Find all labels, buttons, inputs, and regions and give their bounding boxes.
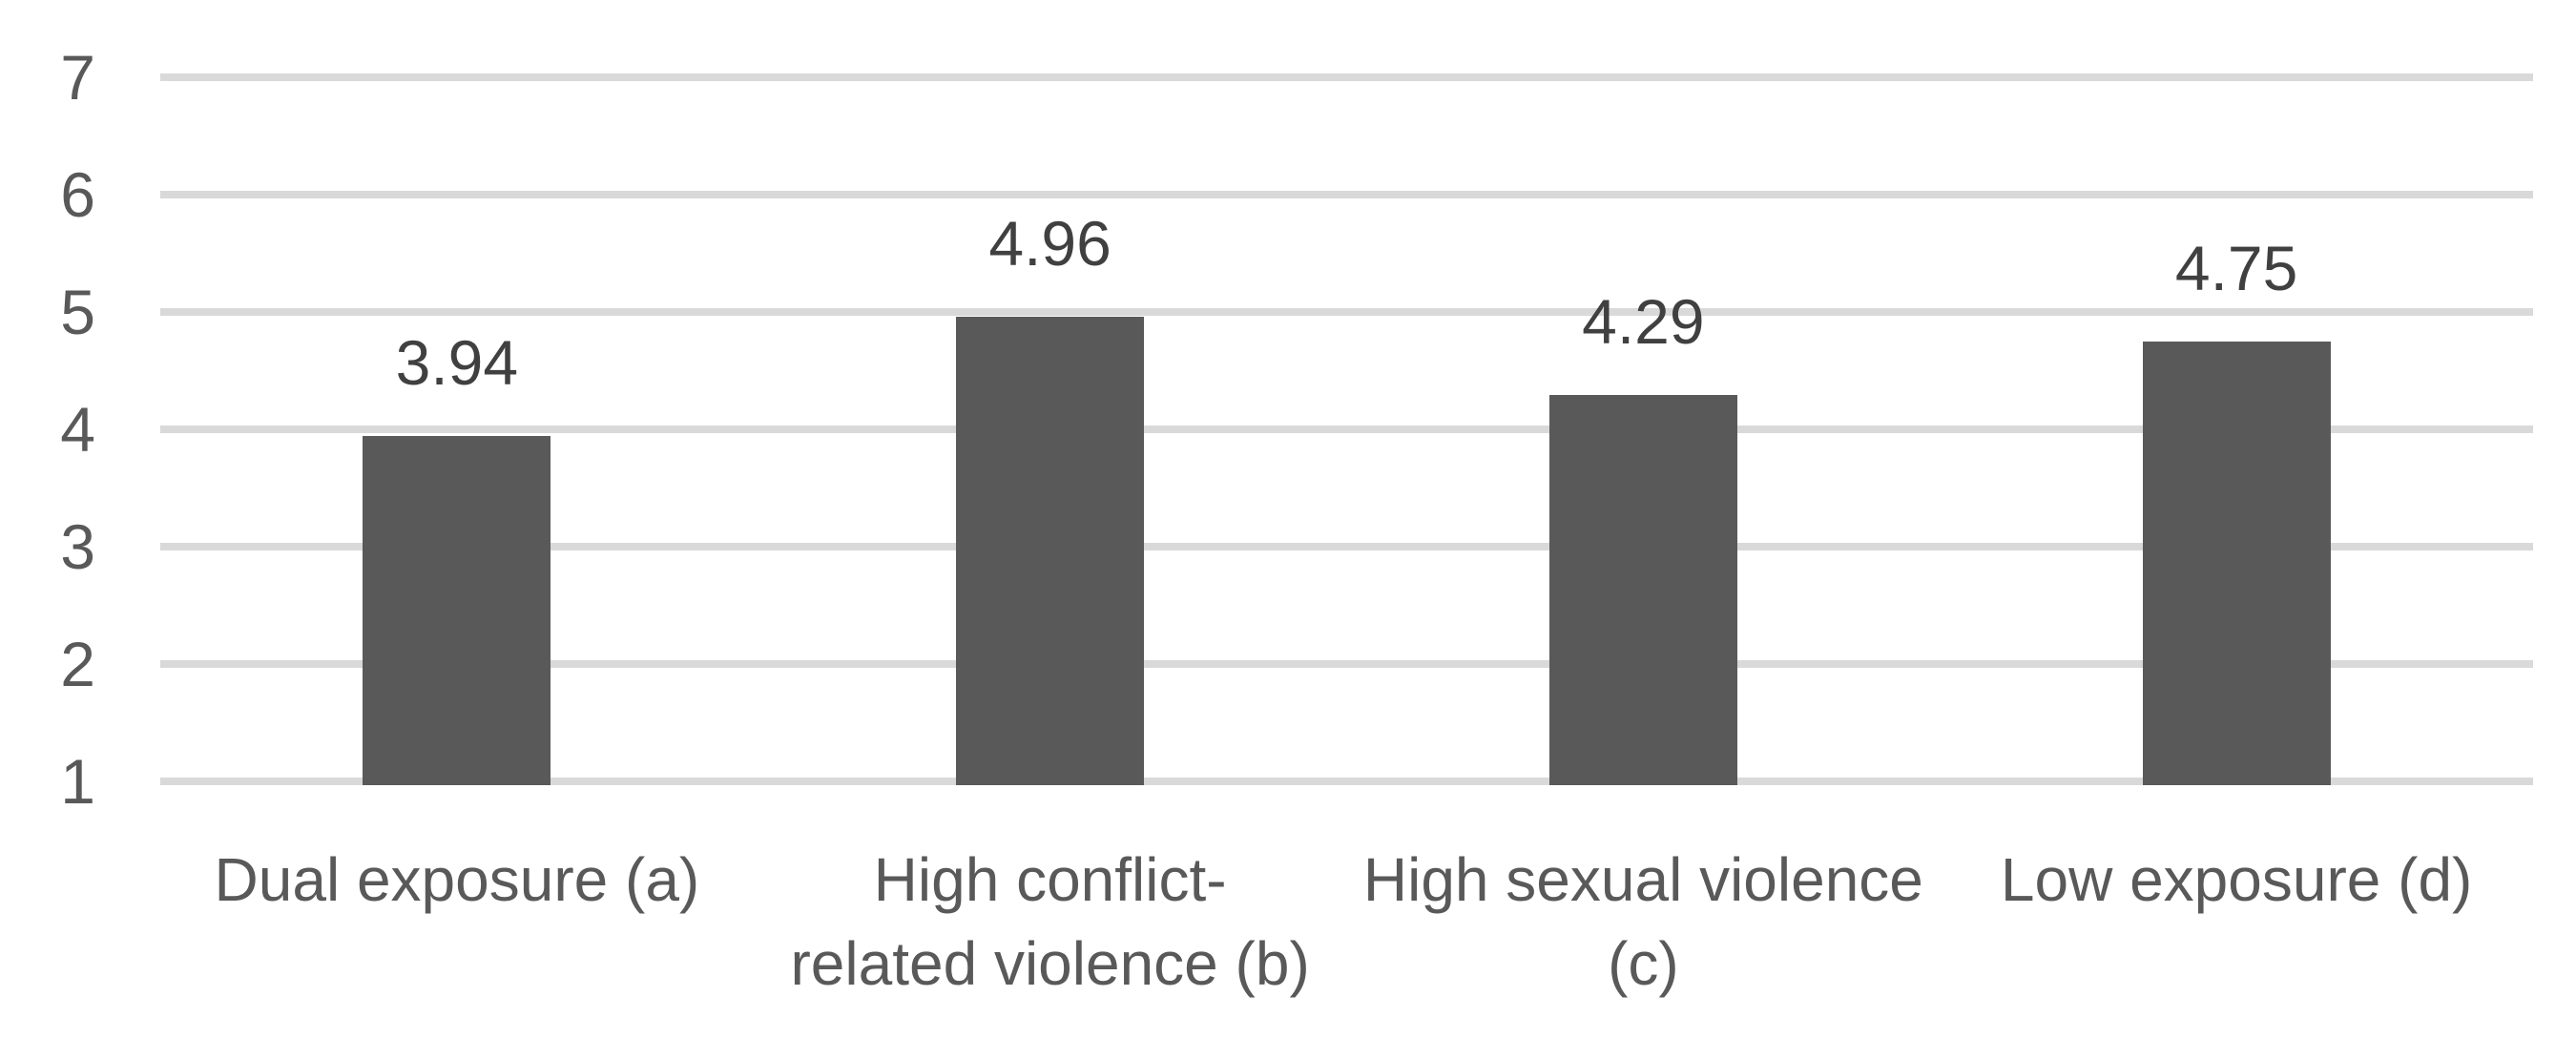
gridline-6 (160, 191, 2533, 198)
gridline-7 (160, 73, 2533, 81)
category-label-line: Low exposure (d) (2000, 845, 2473, 914)
bar-high-sexual-violence (1548, 395, 1737, 785)
y-axis-tick: 6 (60, 159, 95, 230)
y-axis-tick: 3 (60, 511, 95, 582)
gridline-3 (160, 543, 2533, 550)
data-label: 3.94 (395, 327, 519, 399)
data-label: 4.75 (2174, 232, 2298, 303)
bar-low-exposure (2142, 341, 2331, 785)
category-label-line: Dual exposure (a) (214, 845, 700, 914)
y-axis-tick: 5 (60, 277, 95, 347)
data-label: 4.29 (1582, 286, 1705, 358)
gridline-2 (160, 660, 2533, 668)
category-label-line: related violence (b) (790, 929, 1310, 998)
y-axis-tick: 4 (60, 394, 95, 465)
category-label-dual-exposure: Dual exposure (a) (160, 838, 754, 922)
data-label: 4.96 (988, 207, 1111, 279)
category-label-low-exposure: Low exposure (d) (1940, 838, 2533, 922)
gridline-4 (160, 426, 2533, 433)
category-label-high-conflict-related-violence: High conflict- related violence (b) (754, 838, 1347, 1006)
y-axis-tick: 7 (60, 42, 95, 113)
y-axis-tick: 1 (60, 746, 95, 817)
gridline-5 (160, 308, 2533, 316)
category-label-line: (c) (1608, 929, 1679, 998)
category-label-line: High sexual violence (1362, 845, 1923, 914)
category-label-line: High conflict- (873, 845, 1227, 914)
bar-high-conflict-related-violence (956, 316, 1145, 785)
bar-dual-exposure (363, 436, 551, 785)
category-label-high-sexual-violence: High sexual violence (c) (1346, 838, 1940, 1006)
gridline-1 (160, 778, 2533, 785)
y-axis-tick: 2 (60, 629, 95, 699)
